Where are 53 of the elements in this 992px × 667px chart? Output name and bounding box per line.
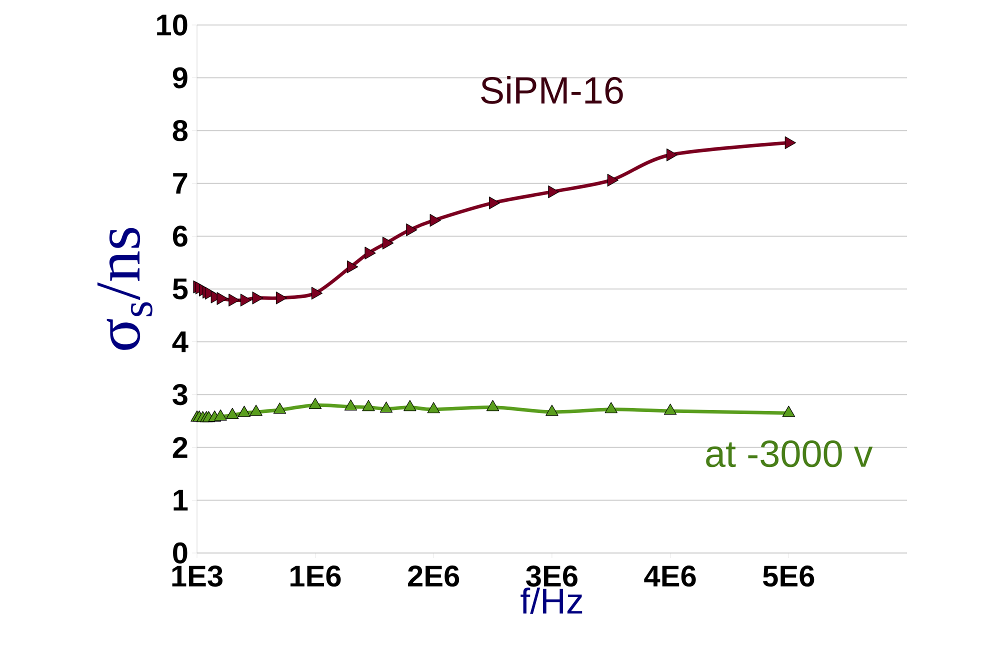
y-tick-label: 5 — [172, 278, 188, 300]
point — [430, 214, 441, 227]
point — [782, 406, 796, 417]
point — [664, 404, 677, 415]
point — [311, 286, 323, 300]
series-label: SiPM-16 — [481, 76, 623, 104]
point — [488, 196, 500, 210]
x-tick-label: 3E6 — [526, 566, 578, 587]
point — [238, 406, 251, 417]
point — [226, 408, 239, 419]
point — [252, 292, 264, 304]
point — [404, 400, 416, 412]
y-tick-label: 6 — [172, 226, 188, 247]
y-tick-label: 4 — [172, 332, 188, 352]
y-tick-label: 1 — [174, 490, 188, 510]
x-tick-label: 4E6 — [644, 566, 696, 587]
point — [214, 409, 227, 421]
y-tick-label: 10 — [157, 14, 188, 36]
point — [427, 402, 440, 414]
point — [486, 400, 500, 412]
point — [362, 400, 375, 412]
x-tick-label: 1E3 — [172, 566, 223, 587]
x-tick-label: 1E6 — [290, 566, 341, 587]
y-tick-label: 8 — [172, 120, 188, 142]
point — [216, 292, 228, 305]
point — [276, 292, 288, 304]
x-tick-label: 5E6 — [762, 566, 814, 587]
point — [250, 404, 262, 416]
x-tick-label: 2E6 — [408, 566, 460, 587]
y-tick-label: 0 — [173, 542, 188, 564]
y-tick-label: 3 — [172, 384, 188, 406]
point — [546, 404, 558, 416]
point — [604, 402, 618, 414]
point — [273, 402, 286, 414]
point — [346, 260, 358, 274]
y-tick-label: 9 — [172, 67, 188, 88]
point — [344, 399, 358, 411]
point — [364, 246, 376, 260]
point — [308, 398, 322, 409]
point — [666, 148, 678, 162]
y-tick-label: 2 — [172, 436, 188, 458]
point — [548, 185, 560, 198]
point — [240, 294, 252, 306]
y-axis-title: σ$_{s}$/ns — [97, 228, 152, 350]
y-tick-label: 7 — [173, 173, 188, 194]
point — [382, 236, 394, 250]
point — [406, 223, 418, 236]
point — [784, 136, 796, 150]
point — [607, 174, 618, 187]
point — [380, 402, 393, 413]
series-label: at -3000 v — [706, 440, 873, 468]
x-axis-title: f/Hz — [520, 588, 582, 614]
point — [228, 294, 240, 306]
